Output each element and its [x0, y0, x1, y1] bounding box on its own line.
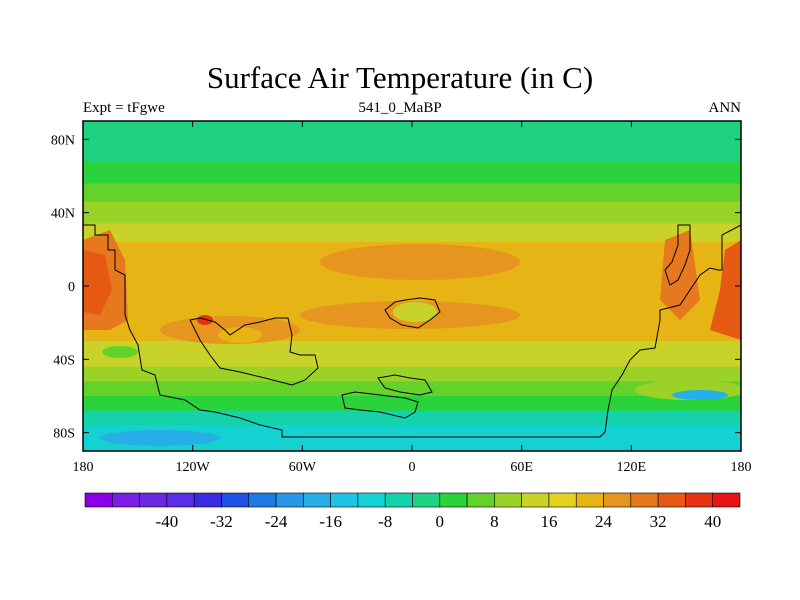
lat-tick-label: 80N [51, 133, 75, 148]
latitude-axis: 80N 40N 0 40S 80S [51, 133, 741, 442]
longitude-axis: 180 120W 60W 0 60E 120E 180 [73, 121, 752, 475]
colorbar-swatch [248, 492, 277, 508]
colorbar-label: 8 [490, 512, 499, 531]
coastline-west-continent [83, 224, 741, 438]
lon-tick-label: 120W [176, 460, 211, 475]
colorbar-swatch [712, 492, 741, 508]
colorbar-swatch [630, 492, 659, 508]
colorbar-swatch [357, 492, 386, 508]
plot-title: Surface Air Temperature (in C) [206, 60, 594, 95]
temperature-band-9 [83, 396, 741, 412]
lon-tick-label: 120E [617, 460, 647, 475]
temperature-band-10 [83, 410, 741, 426]
colorbar-label: 40 [704, 512, 721, 531]
temperature-field [83, 121, 741, 451]
lat-tick-label: 40S [53, 353, 75, 368]
warm-region-equatorial [320, 244, 520, 280]
colorbar-swatch [657, 492, 686, 508]
temperature-band-8 [83, 381, 741, 397]
temperature-band-7 [83, 366, 741, 382]
colorbar-label: -24 [265, 512, 288, 531]
experiment-label: Expt = tFgwe [83, 100, 165, 116]
colorbar-swatch [384, 492, 413, 508]
lon-tick-label: 60E [510, 460, 533, 475]
colorbar-label: 32 [650, 512, 667, 531]
cool-spot-southwest [102, 346, 138, 358]
temperature-band-6 [83, 341, 741, 368]
colorbar-swatch [521, 492, 550, 508]
temperature-band-1 [83, 161, 741, 184]
temperature-band-3 [83, 201, 741, 225]
hot-region-east-edge [710, 240, 741, 340]
colorbar-swatch [548, 492, 577, 508]
coastline-interior-continent [189, 317, 319, 386]
coastline-island-b [341, 391, 419, 419]
temperature-band-2 [83, 183, 741, 203]
colorbar-swatch [166, 492, 195, 508]
colorbar-label: -40 [156, 512, 179, 531]
colorbar-swatch [412, 492, 441, 508]
colorbar-label: -8 [378, 512, 392, 531]
colorbar-label: -16 [319, 512, 342, 531]
temperature-band-4 [83, 223, 741, 243]
colorbar-label: 16 [540, 512, 557, 531]
colorbar-swatch [466, 492, 495, 508]
colorbar-swatch [330, 492, 359, 508]
time-period-label: 541_0_MaBP [358, 100, 442, 116]
lon-tick-label: 60W [289, 460, 317, 475]
colorbar-swatch [439, 492, 468, 508]
colorbar-swatch [221, 492, 250, 508]
colorbar-swatch [494, 492, 522, 508]
colorbar-swatch [139, 492, 168, 508]
colorbar-swatch [275, 492, 304, 508]
lon-tick-label: 180 [73, 460, 94, 475]
temperature-band-0 [83, 121, 741, 162]
colorbar-swatch [603, 492, 632, 508]
colorbar-swatch [575, 492, 604, 508]
lat-tick-label: 0 [68, 280, 75, 295]
colorbar-swatch [111, 492, 140, 508]
colorbar-swatch [193, 492, 222, 508]
lat-tick-label: 40N [51, 207, 75, 222]
cool-island-highland [393, 302, 437, 322]
colorbar-label: 24 [595, 512, 613, 531]
hot-spot-continent [197, 315, 213, 325]
colorbar: -40 -32 -24 -16 -8 0 8 16 24 32 40 [84, 492, 741, 531]
mild-region-continent [218, 327, 262, 343]
lon-tick-label: 0 [409, 460, 416, 475]
cold-spot-southeast [672, 390, 728, 400]
colorbar-swatch [303, 492, 331, 508]
colorbar-label: -32 [210, 512, 233, 531]
colorbar-label: 0 [436, 512, 445, 531]
coastline-east-peninsula [664, 224, 691, 286]
coastline-island-a [384, 297, 441, 329]
colorbar-swatch [685, 492, 714, 508]
lon-tick-label: 180 [731, 460, 752, 475]
cold-region-south-pole [100, 430, 220, 446]
lat-tick-label: 80S [53, 427, 75, 442]
season-label: ANN [708, 100, 742, 116]
coastline-island-c [377, 374, 433, 396]
hottest-region-west-edge [83, 250, 112, 315]
continent-outlines [83, 224, 741, 438]
colorbar-swatch [84, 492, 113, 508]
